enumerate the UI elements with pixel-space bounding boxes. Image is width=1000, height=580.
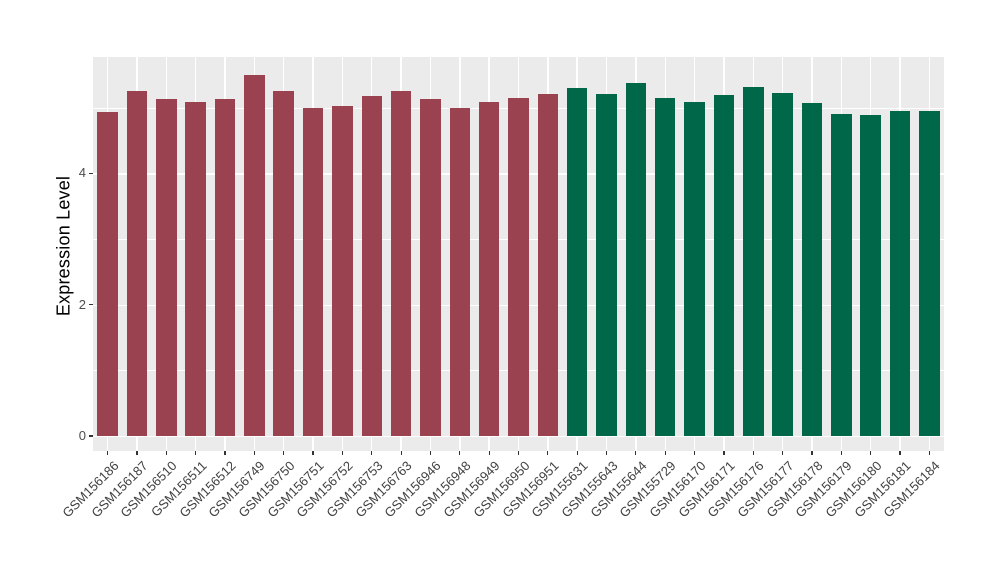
x-tick-mark xyxy=(693,451,696,455)
x-tick-mark xyxy=(752,451,754,455)
bar xyxy=(625,82,647,436)
x-tick-mark xyxy=(195,451,197,455)
x-tick-mark xyxy=(840,451,842,455)
bar xyxy=(919,110,940,436)
bar xyxy=(126,91,148,436)
bar xyxy=(214,98,236,436)
bar xyxy=(831,114,852,436)
y-tick-mark xyxy=(89,304,93,306)
bar xyxy=(742,87,764,436)
bar xyxy=(302,107,324,436)
x-tick-mark xyxy=(605,451,608,455)
plot-panel xyxy=(93,57,944,451)
bar xyxy=(654,98,676,436)
x-tick-mark xyxy=(899,451,901,455)
x-tick-mark xyxy=(782,451,784,455)
bar xyxy=(185,102,206,436)
x-tick-mark xyxy=(811,451,813,455)
bar xyxy=(156,98,177,436)
x-tick-mark xyxy=(928,451,930,455)
bar xyxy=(332,105,353,436)
bar xyxy=(244,75,265,436)
bar xyxy=(889,110,911,436)
bar xyxy=(508,98,529,436)
y-tick-mark xyxy=(89,435,93,437)
bar xyxy=(860,114,881,436)
y-tick-label: 0 xyxy=(78,428,86,443)
x-tick-mark xyxy=(312,451,314,455)
bar xyxy=(449,108,471,436)
bar xyxy=(478,101,500,436)
x-tick-mark xyxy=(517,451,520,455)
y-major-gridline xyxy=(93,436,944,438)
x-tick-mark xyxy=(165,451,167,455)
x-tick-mark xyxy=(224,451,226,455)
x-tick-mark xyxy=(576,451,578,455)
x-tick-mark xyxy=(283,451,285,455)
bar xyxy=(97,112,118,436)
x-tick-mark xyxy=(459,451,461,455)
bar xyxy=(537,93,559,436)
y-axis-title: Expression Level xyxy=(53,175,74,317)
x-tick-mark xyxy=(107,451,109,455)
x-tick-mark xyxy=(371,451,373,455)
bar xyxy=(361,95,383,436)
y-tick-label: 4 xyxy=(78,165,86,181)
x-tick-mark xyxy=(870,451,872,455)
x-tick-mark xyxy=(400,451,402,455)
bar xyxy=(684,101,705,436)
x-tick-mark xyxy=(547,451,549,455)
bar xyxy=(772,93,793,436)
bar xyxy=(713,95,735,436)
x-tick-mark xyxy=(136,451,138,455)
y-tick-mark xyxy=(89,172,93,174)
bar xyxy=(566,87,588,436)
x-tick-mark xyxy=(664,451,666,455)
x-tick-mark xyxy=(341,451,344,455)
x-tick-mark xyxy=(635,451,637,455)
bar xyxy=(801,102,823,436)
bar xyxy=(390,91,412,436)
y-tick-label: 2 xyxy=(78,296,86,312)
x-tick-mark xyxy=(253,451,255,455)
bar xyxy=(273,91,294,436)
bar xyxy=(596,94,617,436)
x-tick-mark xyxy=(723,451,725,455)
x-tick-mark xyxy=(429,451,432,455)
x-tick-mark xyxy=(488,451,490,455)
bar xyxy=(420,98,441,436)
